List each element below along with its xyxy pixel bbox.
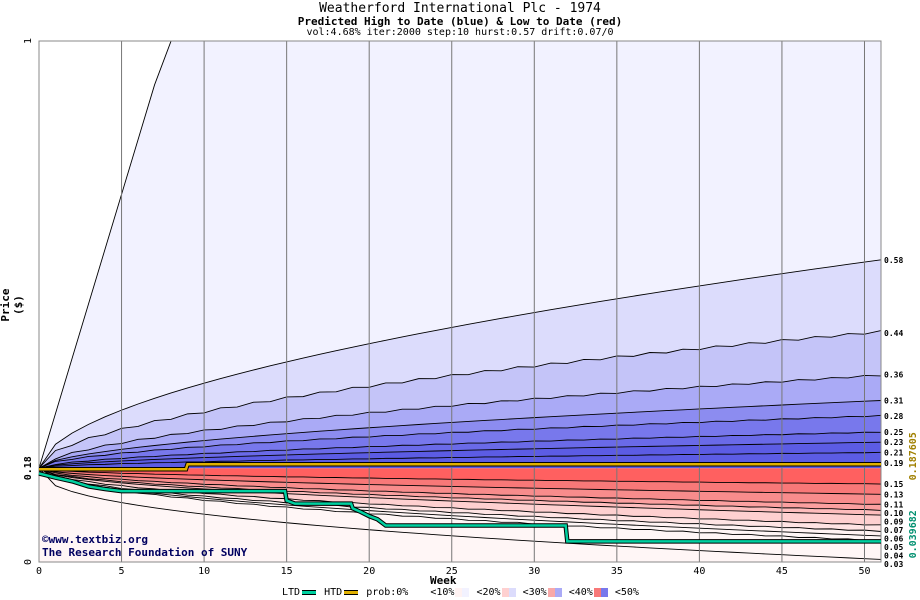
legend-bin-4: <40%: [568, 587, 593, 598]
quantile-line-8: [38, 451, 882, 469]
legend-swatch-0: [409, 588, 424, 597]
quantile-line-1: [38, 259, 882, 469]
legend-bin-1: <10%: [430, 587, 455, 598]
quantile-line-5: [38, 414, 882, 469]
legend-htd-label: HTD: [324, 587, 343, 598]
legend-prob-label: prob:0%: [366, 587, 409, 598]
x-tick-label-45: 45: [776, 566, 788, 577]
x-tick-label-5: 5: [119, 566, 125, 577]
high-band-4: [39, 400, 881, 469]
y-tick-label-0_18: 0.18: [23, 456, 34, 480]
right-value-label-7: 0.21: [884, 449, 903, 458]
right-value-label-13: 0.09: [884, 518, 903, 527]
high-band-5: [39, 415, 881, 469]
chart-subtitle: Predicted High to Date (blue) & Low to D…: [297, 15, 623, 28]
low-band-6: [39, 468, 881, 532]
low-band-9: [39, 468, 881, 562]
low-band-8: [39, 468, 881, 541]
right-value-label-4: 0.28: [884, 412, 903, 421]
x-tick-label-40: 40: [693, 566, 705, 577]
legend-bin-5: <50%: [614, 587, 639, 598]
y-tick-label-1: 1: [23, 38, 34, 44]
right-value-label-15: 0.06: [884, 535, 903, 544]
right-value-label-12: 0.10: [884, 509, 903, 518]
ltd-line: [38, 472, 882, 543]
quantile-line-7: [38, 441, 882, 469]
legend: LTD HTD prob:0% <10% <20% <30% <40% <50%: [282, 587, 639, 599]
x-tick-label-0: 0: [36, 566, 42, 577]
right-value-label-18: 0.03: [884, 560, 903, 569]
x-tick-label-25: 25: [446, 566, 458, 577]
right-value-label-1: 0.44: [884, 329, 903, 338]
right-value-label-9: 0.15: [884, 480, 903, 489]
right-value-label-6: 0.23: [884, 438, 903, 447]
chart-params: vol:4.68% iter:2000 step:10 hurst:0.57 d…: [306, 27, 614, 38]
legend-ltd-label: LTD: [282, 587, 301, 598]
quantile-line-10: [38, 467, 882, 495]
quantile-line-17: [38, 467, 882, 541]
low-band-1: [39, 468, 881, 495]
right-value-label-2: 0.36: [884, 370, 903, 379]
quantile-line-11: [38, 467, 882, 505]
low-band-2: [39, 468, 881, 505]
x-tick-label-50: 50: [858, 566, 870, 577]
right-value-label-0: 0.58: [884, 256, 903, 265]
high-band-2: [39, 330, 881, 469]
x-axis-label: Week: [430, 574, 457, 587]
chart-title: Weatherford International Plc - 1974: [319, 1, 601, 16]
legend-swatch-2: [501, 588, 516, 597]
right-value-label-14: 0.07: [884, 526, 903, 535]
right-value-label-3: 0.31: [884, 396, 903, 405]
y-tick-label-0: 0: [23, 559, 34, 565]
right-value-label-17: 0.04: [884, 552, 903, 561]
htd-end-label: 0.187605: [908, 432, 919, 480]
right-value-label-5: 0.25: [884, 428, 903, 437]
low-band-4: [39, 468, 881, 516]
legend-bin-3: <30%: [522, 587, 547, 598]
x-tick-label-15: 15: [281, 566, 293, 577]
x-tick-label-30: 30: [528, 566, 540, 577]
plot-border: [38, 40, 882, 563]
quantile-line-13: [38, 467, 882, 516]
quantile-line-outer-low: [38, 467, 882, 560]
x-tick-label-35: 35: [611, 566, 623, 577]
legend-htd-line: [344, 590, 359, 595]
right-value-label-10: 0.13: [884, 490, 903, 499]
legend-ltd-line: [302, 590, 317, 595]
high-band-0: [39, 41, 881, 469]
legend-swatch-3: [547, 588, 562, 597]
right-value-label-16: 0.05: [884, 543, 903, 552]
ltd-end-label: 0.039682: [908, 510, 919, 558]
quantile-line-16: [38, 467, 882, 537]
legend-swatch-4: [593, 588, 608, 597]
y-axis-label: Price ($): [0, 288, 25, 322]
htd-line: [39, 463, 881, 471]
credit-website[interactable]: ©www.textbiz.org: [42, 533, 148, 546]
x-tick-label-10: 10: [198, 566, 210, 577]
quantile-line-9: [38, 467, 882, 485]
credit-website-text: www.textbiz.org: [48, 533, 148, 546]
low-band-7: [39, 468, 881, 536]
low-band-5: [39, 468, 881, 525]
low-band-0: [39, 468, 881, 485]
right-value-label-11: 0.11: [884, 501, 903, 510]
credit-organization: The Research Foundation of SUNY: [42, 546, 248, 559]
quantile-line-4: [38, 400, 882, 469]
x-tick-label-20: 20: [363, 566, 375, 577]
quantile-line-15: [38, 467, 882, 532]
quantile-line-12: [38, 467, 882, 511]
legend-swatch-1: [455, 588, 470, 597]
quantile-line-3: [38, 375, 882, 469]
quantile-line-2: [38, 330, 882, 469]
high-band-1: [39, 259, 881, 469]
quantile-line-6: [38, 431, 882, 469]
legend-bin-2: <20%: [476, 587, 501, 598]
right-value-label-8: 0.19: [884, 459, 903, 468]
high-band-7: [39, 442, 881, 469]
